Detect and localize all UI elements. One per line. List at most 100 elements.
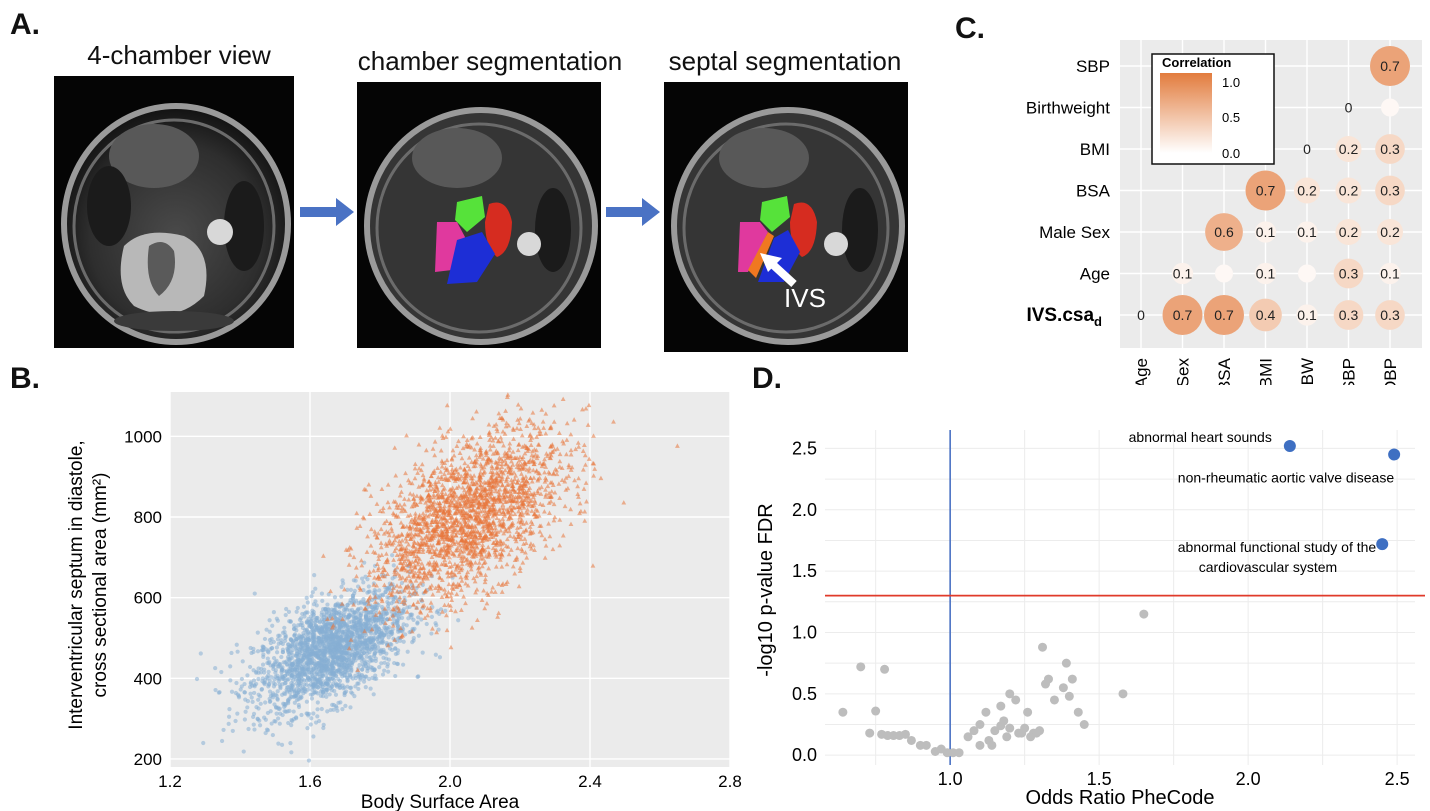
y-axis-label: -log10 p-value FDR xyxy=(755,503,777,676)
legend-tick: 0.0 xyxy=(1222,146,1240,161)
data-point xyxy=(419,617,424,622)
data-point xyxy=(391,512,397,517)
data-point xyxy=(447,502,452,507)
data-point xyxy=(391,597,396,602)
data-point xyxy=(482,579,488,585)
data-point xyxy=(381,649,387,655)
data-point xyxy=(294,677,299,682)
data-point xyxy=(449,470,455,475)
data-point xyxy=(245,705,250,710)
data-point xyxy=(419,535,425,541)
data-point xyxy=(198,651,203,656)
data-point xyxy=(502,513,508,518)
data-point xyxy=(333,615,338,620)
data-point xyxy=(319,613,324,618)
data-point xyxy=(297,636,303,641)
data-point xyxy=(381,531,387,536)
correlation-bubble xyxy=(1254,262,1277,285)
data-point xyxy=(397,573,403,578)
data-point xyxy=(358,599,364,604)
data-point xyxy=(310,652,316,657)
data-point xyxy=(504,394,510,399)
data-point xyxy=(1023,707,1033,717)
data-point xyxy=(440,482,445,488)
data-point xyxy=(498,528,504,533)
data-point xyxy=(395,623,400,628)
data-point xyxy=(439,586,444,591)
data-point xyxy=(415,562,421,567)
data-point xyxy=(369,597,375,603)
data-point xyxy=(449,585,455,590)
data-point xyxy=(296,704,302,710)
data-point xyxy=(452,572,458,578)
data-point xyxy=(360,621,365,626)
data-point xyxy=(354,510,360,516)
data-point xyxy=(416,674,421,679)
data-point xyxy=(286,642,291,647)
data-point xyxy=(359,653,364,659)
data-point xyxy=(397,493,403,498)
data-point xyxy=(576,444,582,449)
data-point xyxy=(549,493,554,499)
data-point xyxy=(406,542,412,547)
data-point xyxy=(247,664,253,670)
data-point xyxy=(380,564,386,570)
data-point xyxy=(329,684,335,689)
data-point xyxy=(510,494,516,499)
data-point xyxy=(342,650,347,655)
data-point xyxy=(226,721,231,726)
data-point xyxy=(430,486,436,491)
data-point xyxy=(432,439,438,444)
data-point xyxy=(466,550,471,556)
data-point xyxy=(496,551,502,557)
data-point xyxy=(418,566,424,571)
data-point xyxy=(507,441,513,446)
data-point xyxy=(376,565,382,570)
data-point xyxy=(261,654,266,659)
data-point xyxy=(286,699,291,704)
data-point xyxy=(496,508,502,514)
data-point xyxy=(373,673,378,678)
data-point xyxy=(289,673,295,678)
data-point xyxy=(396,542,402,547)
data-point xyxy=(492,435,498,440)
data-point xyxy=(871,706,881,716)
data-point xyxy=(277,682,282,687)
data-point xyxy=(477,472,483,478)
data-point xyxy=(559,465,565,471)
data-point xyxy=(376,556,382,562)
legend-tick: 0.5 xyxy=(1222,110,1240,125)
data-point xyxy=(435,588,441,593)
data-point xyxy=(424,503,430,509)
data-point xyxy=(518,483,524,489)
data-point xyxy=(352,656,357,661)
data-point xyxy=(547,533,553,539)
data-point xyxy=(431,494,437,500)
data-point xyxy=(319,706,324,712)
data-point xyxy=(483,576,488,582)
data-point xyxy=(478,570,484,575)
data-point xyxy=(315,700,320,705)
data-point xyxy=(433,528,439,534)
highlighted-point xyxy=(1376,538,1389,551)
data-point xyxy=(465,569,471,575)
data-point xyxy=(552,514,558,520)
x-tick-label: 2.0 xyxy=(1236,769,1261,789)
data-point xyxy=(503,493,509,498)
data-point xyxy=(226,714,232,719)
data-point xyxy=(451,502,457,508)
data-point xyxy=(544,451,549,456)
data-point xyxy=(458,574,464,580)
data-point xyxy=(279,667,285,673)
data-point xyxy=(454,443,460,448)
data-point xyxy=(580,467,586,472)
correlation-value-label: 0.3 xyxy=(1380,141,1400,157)
data-point xyxy=(591,433,596,438)
data-point xyxy=(515,545,521,551)
data-point xyxy=(428,502,434,508)
data-point xyxy=(353,615,359,621)
data-point xyxy=(490,479,496,484)
data-point xyxy=(598,475,604,481)
data-point xyxy=(417,609,423,614)
data-point xyxy=(275,689,280,694)
